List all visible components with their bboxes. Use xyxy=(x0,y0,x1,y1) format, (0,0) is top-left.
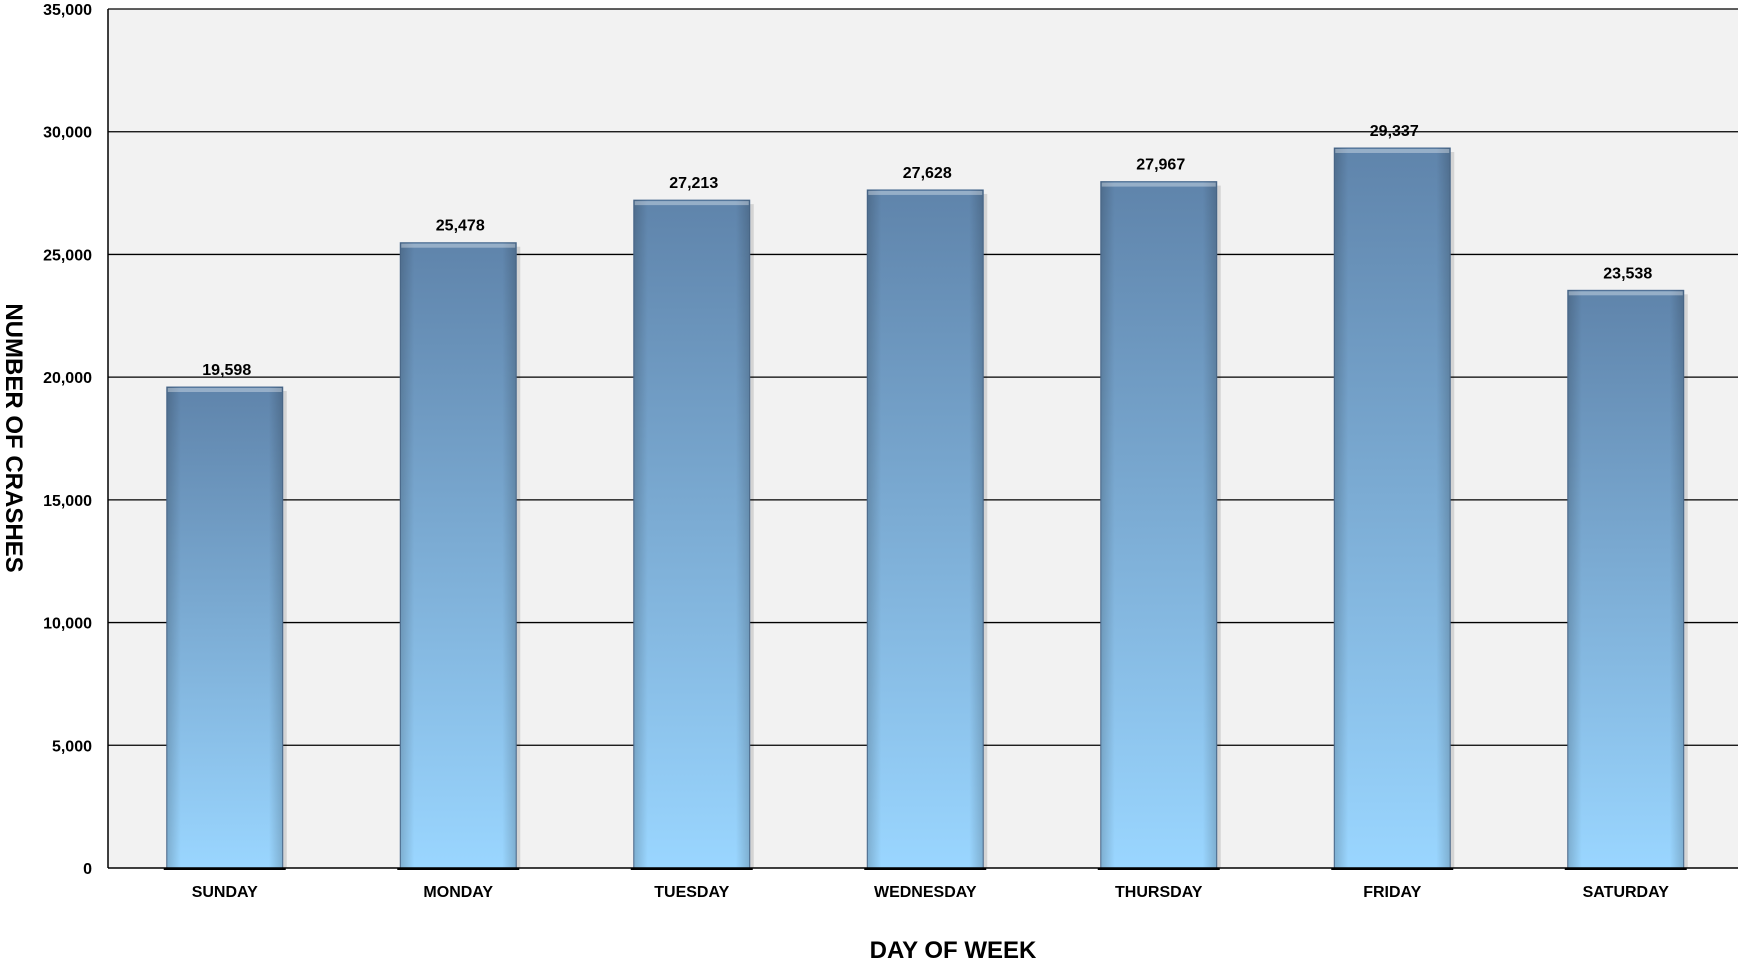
bar-shading xyxy=(1100,181,1217,868)
y-tick-label: 30,000 xyxy=(43,125,92,142)
data-label: 29,337 xyxy=(1370,123,1419,140)
x-tick-label: TUESDAY xyxy=(654,884,729,901)
bar-highlight xyxy=(868,190,983,195)
y-tick-label: 20,000 xyxy=(43,370,92,387)
x-tick-label: SUNDAY xyxy=(192,884,258,901)
y-tick-label: 10,000 xyxy=(43,616,92,633)
x-tick-label: MONDAY xyxy=(423,884,493,901)
y-tick-label: 35,000 xyxy=(43,2,92,19)
bar-highlight xyxy=(167,388,282,393)
y-axis-title: NUMBER OF CRASHES xyxy=(0,303,27,572)
data-label: 27,967 xyxy=(1136,157,1185,174)
y-tick-label: 0 xyxy=(83,861,92,878)
bar-highlight xyxy=(1335,148,1450,153)
y-tick-label: 25,000 xyxy=(43,247,92,264)
labels: 0 5,000 10,000 15,000 20,000 25,000 30,000 35,0… xyxy=(43,2,1669,901)
x-tick-label: WEDNESDAY xyxy=(874,884,977,901)
bar-highlight xyxy=(1568,291,1683,296)
data-label: 27,213 xyxy=(669,175,718,192)
data-label: 27,628 xyxy=(903,165,952,182)
x-tick-label: THURSDAY xyxy=(1115,884,1203,901)
x-axis-title: DAY OF WEEK xyxy=(870,937,1037,964)
bar-shading xyxy=(400,242,517,868)
bar-shading xyxy=(1567,290,1684,868)
axes xyxy=(107,9,1738,870)
data-label: 23,538 xyxy=(1603,265,1652,282)
bars xyxy=(166,147,1688,869)
bar-shading xyxy=(1334,147,1451,868)
bar-highlight xyxy=(401,243,516,248)
data-label: 19,598 xyxy=(202,362,251,379)
bar-shading xyxy=(867,189,984,869)
bar-highlight xyxy=(634,201,749,206)
data-label: 25,478 xyxy=(436,218,485,235)
y-tick-label: 5,000 xyxy=(52,738,92,755)
bar-highlight xyxy=(1101,182,1216,187)
bar-shading xyxy=(633,200,750,868)
x-tick-label: FRIDAY xyxy=(1363,884,1421,901)
bar-shading xyxy=(166,387,283,868)
y-tick-label: 15,000 xyxy=(43,493,92,510)
x-tick-label: SATURDAY xyxy=(1583,884,1670,901)
